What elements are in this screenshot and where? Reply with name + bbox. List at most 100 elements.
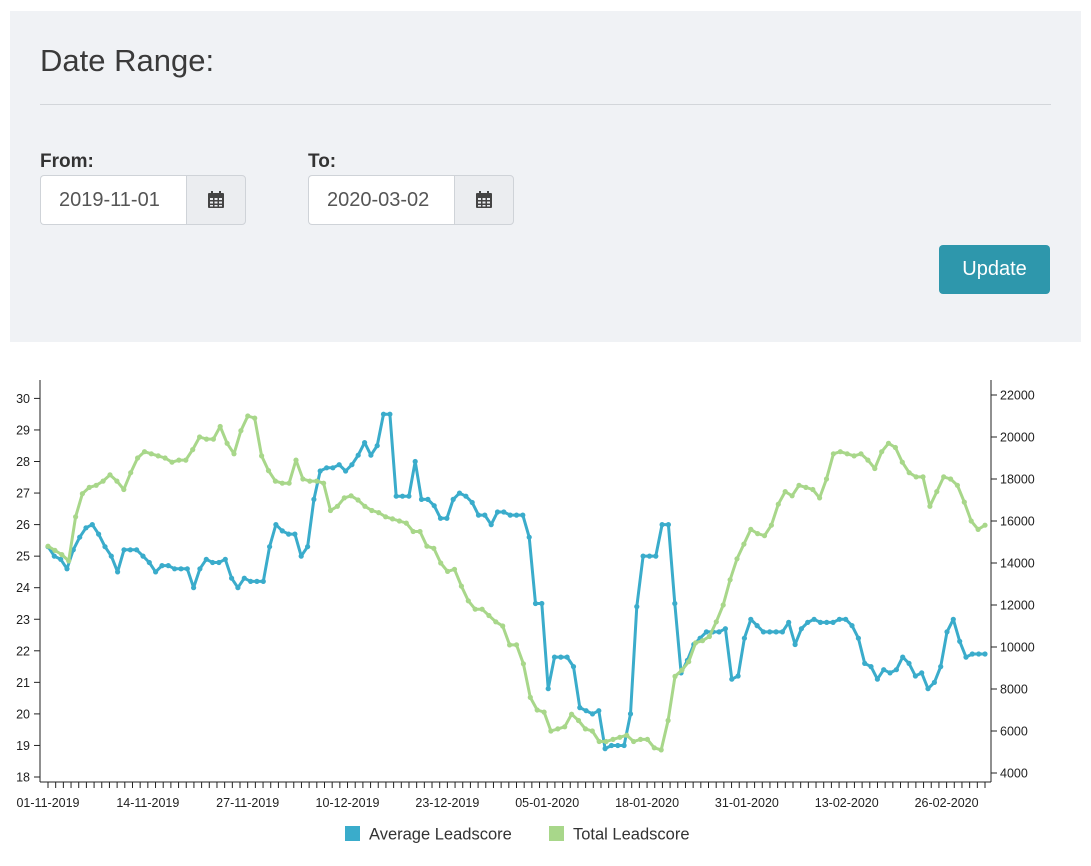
average-leadscore-point (887, 670, 893, 676)
chart-axes: 18 19 20 21 22 23 24 25 26 27 28 29 30 4000 6000 8000 10… (16, 380, 1035, 810)
average-leadscore-point (273, 522, 279, 528)
average-leadscore-point (121, 547, 127, 553)
average-leadscore-point (311, 496, 317, 502)
total-leadscore-point (321, 480, 327, 486)
average-leadscore-point (931, 679, 938, 685)
total-leadscore-point (975, 526, 981, 532)
average-leadscore-point (805, 619, 811, 625)
total-leadscore-point (121, 486, 127, 493)
total-leadscore-point (458, 583, 464, 589)
total-leadscore-point (555, 726, 561, 732)
total-leadscore-point (768, 522, 775, 528)
total-leadscore-point (872, 465, 878, 472)
left-axis-tick-label: 24 (16, 581, 30, 595)
average-leadscore-point (767, 629, 773, 635)
total-leadscore-point (438, 560, 444, 566)
calendar-icon (208, 191, 224, 208)
average-leadscore-point (849, 623, 855, 629)
total-leadscore-point (307, 478, 313, 484)
average-leadscore-point (456, 490, 463, 496)
total-leadscore-point (906, 470, 912, 476)
average-leadscore-point (754, 623, 760, 629)
average-leadscore-point (51, 553, 57, 559)
average-leadscore-point (159, 563, 165, 569)
average-leadscore-point (843, 616, 849, 622)
average-leadscore-point (260, 578, 266, 584)
chart-legend: Average Leadscore Total Leadscore (345, 826, 690, 844)
total-leadscore-point (534, 707, 540, 713)
average-leadscore-point (235, 585, 241, 591)
total-leadscore-point (190, 447, 196, 453)
average-leadscore-point (817, 619, 824, 625)
total-leadscore-point (362, 503, 368, 509)
total-leadscore-legend-label: Total Leadscore (573, 826, 690, 844)
total-leadscore-point (548, 728, 554, 734)
left-axis-tick-label: 22 (16, 644, 30, 658)
leadscore-chart: 18 19 20 21 22 23 24 25 26 27 28 29 30 4000 6000 8000 10… (16, 380, 1035, 844)
average-leadscore-legend-swatch (345, 826, 360, 841)
average-leadscore-point (748, 616, 754, 622)
total-leadscore-point (286, 480, 292, 486)
total-leadscore-point (217, 423, 223, 430)
total-leadscore-point (513, 642, 520, 648)
average-leadscore-point (577, 705, 583, 711)
total-leadscore-point (66, 558, 72, 564)
from-date-group (40, 175, 246, 225)
average-leadscore-point (792, 641, 798, 648)
average-leadscore-point (418, 496, 425, 502)
average-leadscore-point (912, 673, 919, 679)
average-leadscore-point (919, 670, 925, 676)
total-leadscore-point (314, 478, 320, 484)
average-leadscore-point (602, 746, 608, 752)
left-axis-tick-label: 23 (16, 613, 30, 627)
right-axis-tick-label: 16000 (1000, 515, 1035, 529)
to-date-input[interactable] (308, 175, 454, 225)
total-leadscore-point (782, 489, 788, 495)
average-leadscore-point (874, 676, 881, 682)
average-leadscore-point (184, 566, 190, 572)
average-leadscore-point (286, 531, 292, 537)
average-leadscore-point (380, 411, 387, 417)
update-button[interactable]: Update (939, 245, 1050, 294)
total-leadscore-point (596, 738, 602, 745)
average-leadscore-point (583, 708, 589, 714)
date-range-panel: Date Range: From: To: (10, 11, 1081, 342)
from-calendar-button[interactable] (186, 175, 246, 225)
total-leadscore-point (334, 503, 340, 509)
total-leadscore-point (810, 486, 816, 493)
total-leadscore-point (73, 514, 79, 520)
total-leadscore-point (644, 736, 651, 742)
x-axis-tick-label: 14-11-2019 (116, 796, 179, 810)
average-leadscore-point (165, 563, 171, 569)
average-leadscore-point (324, 465, 330, 471)
total-leadscore-point (155, 453, 161, 459)
total-leadscore-point (796, 482, 802, 488)
total-leadscore-point (238, 428, 244, 434)
average-leadscore-point (779, 629, 786, 635)
average-leadscore-point (976, 651, 982, 657)
average-leadscore-point (862, 660, 868, 666)
average-leadscore-point (532, 600, 539, 607)
average-leadscore-point (393, 493, 399, 499)
average-leadscore-point (963, 654, 969, 660)
x-axis-tick-label: 26-02-2020 (915, 796, 979, 810)
right-axis-tick-label: 8000 (1000, 683, 1028, 697)
average-leadscore-point (469, 499, 475, 506)
total-leadscore-point (823, 476, 830, 482)
average-leadscore-point (798, 626, 805, 632)
average-leadscore-point (589, 711, 596, 717)
to-calendar-button[interactable] (454, 175, 514, 225)
average-leadscore-point (735, 673, 741, 679)
x-axis-tick-label: 31-01-2020 (715, 796, 779, 810)
average-leadscore-point (944, 629, 950, 635)
total-leadscore-point (259, 453, 265, 459)
average-leadscore-point (368, 452, 374, 458)
average-leadscore-point (140, 553, 146, 559)
left-axis-tick-label: 26 (16, 518, 30, 532)
total-leadscore-point (892, 444, 899, 451)
total-leadscore-point (603, 738, 609, 745)
total-leadscore-point (52, 547, 58, 553)
from-date-input[interactable] (40, 175, 186, 225)
average-leadscore-point (216, 559, 222, 566)
total-leadscore-point (582, 726, 589, 732)
